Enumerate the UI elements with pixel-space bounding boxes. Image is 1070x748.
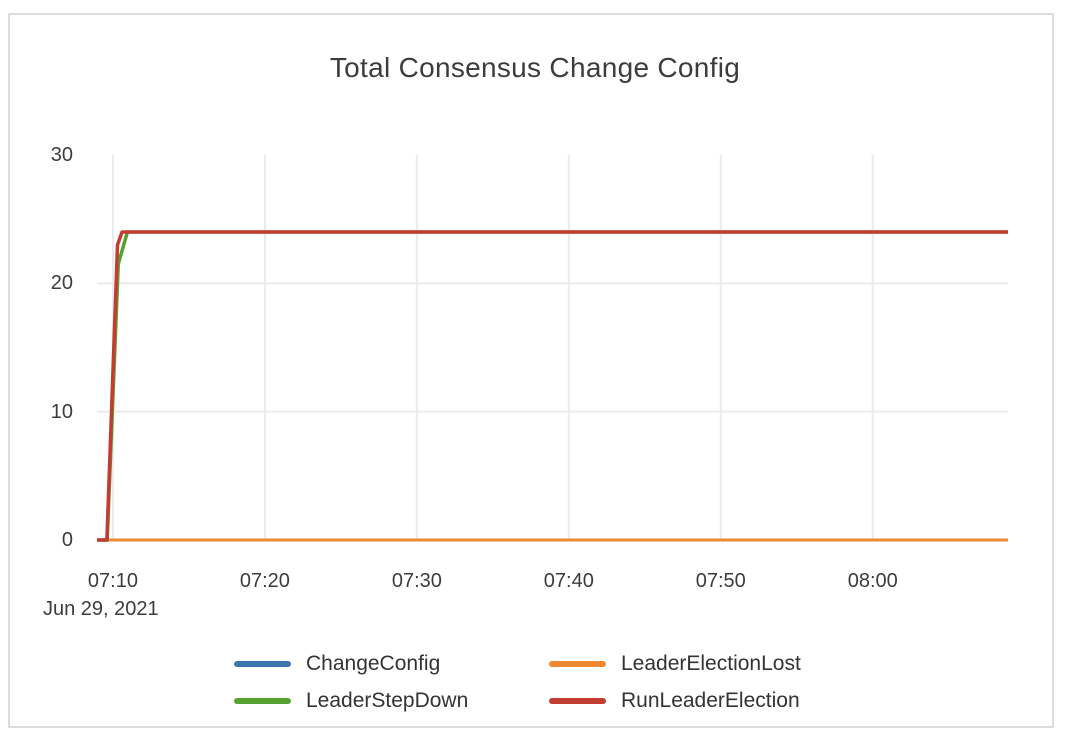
x-tick-label-07:40: 07:40 bbox=[543, 570, 594, 592]
legend-item-RunLeaderElection[interactable]: RunLeaderElection bbox=[549, 687, 864, 715]
legend-item-ChangeConfig[interactable]: ChangeConfig bbox=[234, 650, 549, 678]
x-tick-label-07:30: 07:30 bbox=[391, 570, 442, 592]
y-tick-label-30: 30 bbox=[50, 144, 73, 166]
legend-swatch-LeaderStepDown bbox=[234, 698, 291, 704]
chart-card bbox=[8, 13, 1054, 728]
y-tick-label-10: 10 bbox=[50, 400, 73, 423]
legend-grid: ChangeConfig LeaderElectionLost LeaderStep… bbox=[234, 650, 864, 715]
legend-label: RunLeaderElection bbox=[621, 689, 800, 712]
chart-legend: ChangeConfig LeaderElectionLost LeaderStep… bbox=[0, 650, 1070, 715]
legend-label: LeaderElectionLost bbox=[621, 652, 801, 675]
legend-swatch-RunLeaderElection bbox=[549, 698, 606, 704]
legend-label: LeaderStepDown bbox=[306, 689, 469, 712]
legend-item-LeaderElectionLost[interactable]: LeaderElectionLost bbox=[549, 650, 864, 678]
y-tick-label-0: 0 bbox=[61, 529, 73, 551]
y-tick-label-20: 20 bbox=[50, 272, 73, 295]
x-tick-label-07:10: 07:10 bbox=[87, 570, 138, 592]
legend-item-LeaderStepDown[interactable]: LeaderStepDown bbox=[234, 687, 549, 715]
x-tick-label-07:50: 07:50 bbox=[695, 570, 746, 592]
chart-title: Total Consensus Change Config bbox=[329, 52, 741, 83]
legend-swatch-ChangeConfig bbox=[234, 661, 291, 667]
legend-label: ChangeConfig bbox=[306, 652, 441, 675]
x-axis-date-label: Jun 29, 2021 bbox=[43, 598, 159, 620]
legend-swatch-LeaderElectionLost bbox=[549, 661, 606, 667]
x-tick-label-07:20: 07:20 bbox=[239, 570, 290, 592]
x-tick-label-08:00: 08:00 bbox=[847, 570, 898, 592]
